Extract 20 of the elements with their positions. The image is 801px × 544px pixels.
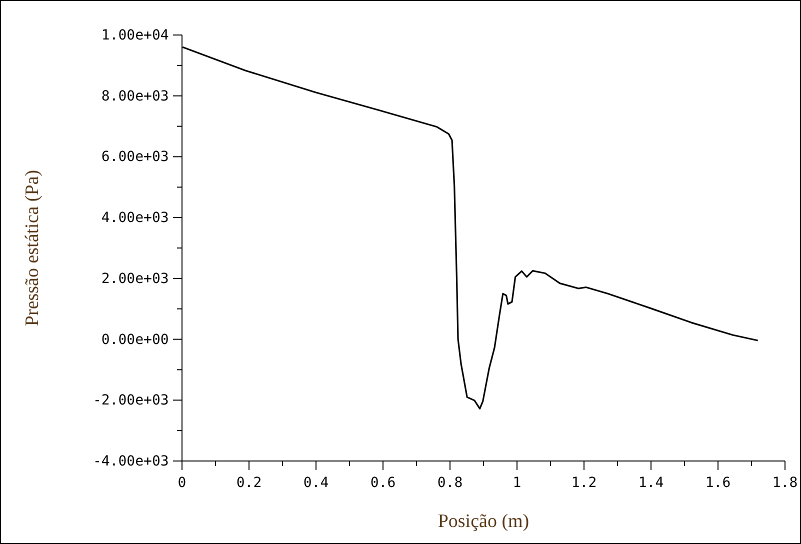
y-tick-label: 8.00e+03: [101, 88, 169, 104]
x-tick-label: 1.8: [772, 474, 798, 491]
x-tick-label: 1.4: [638, 474, 664, 491]
x-tick-label: 0.6: [370, 474, 396, 491]
x-tick-label: 0: [178, 474, 186, 491]
x-axis-title: Posição (m): [438, 511, 530, 532]
x-tick-label: 0.2: [236, 474, 262, 491]
x-tick-label: 0.8: [437, 474, 463, 491]
y-tick-label: 6.00e+03: [101, 149, 169, 166]
y-tick-label: 1.00e+04: [101, 27, 169, 44]
x-tick-label: 1: [512, 474, 522, 491]
x-tick-label: 0.4: [303, 474, 329, 491]
y-tick-label: 4.00e+03: [101, 210, 169, 226]
y-tick-label: 2.00e+03: [101, 270, 169, 287]
y-tick-label: -4.00e+03: [92, 453, 169, 470]
y-axis-title: Pressão estática (Pa): [22, 170, 43, 326]
x-tick-label: 1.6: [705, 474, 731, 491]
x-tick-label: 1.2: [571, 474, 597, 491]
y-tick-label: -2.00e+03: [92, 392, 169, 409]
y-tick-label: 0.00e+00: [101, 332, 169, 348]
